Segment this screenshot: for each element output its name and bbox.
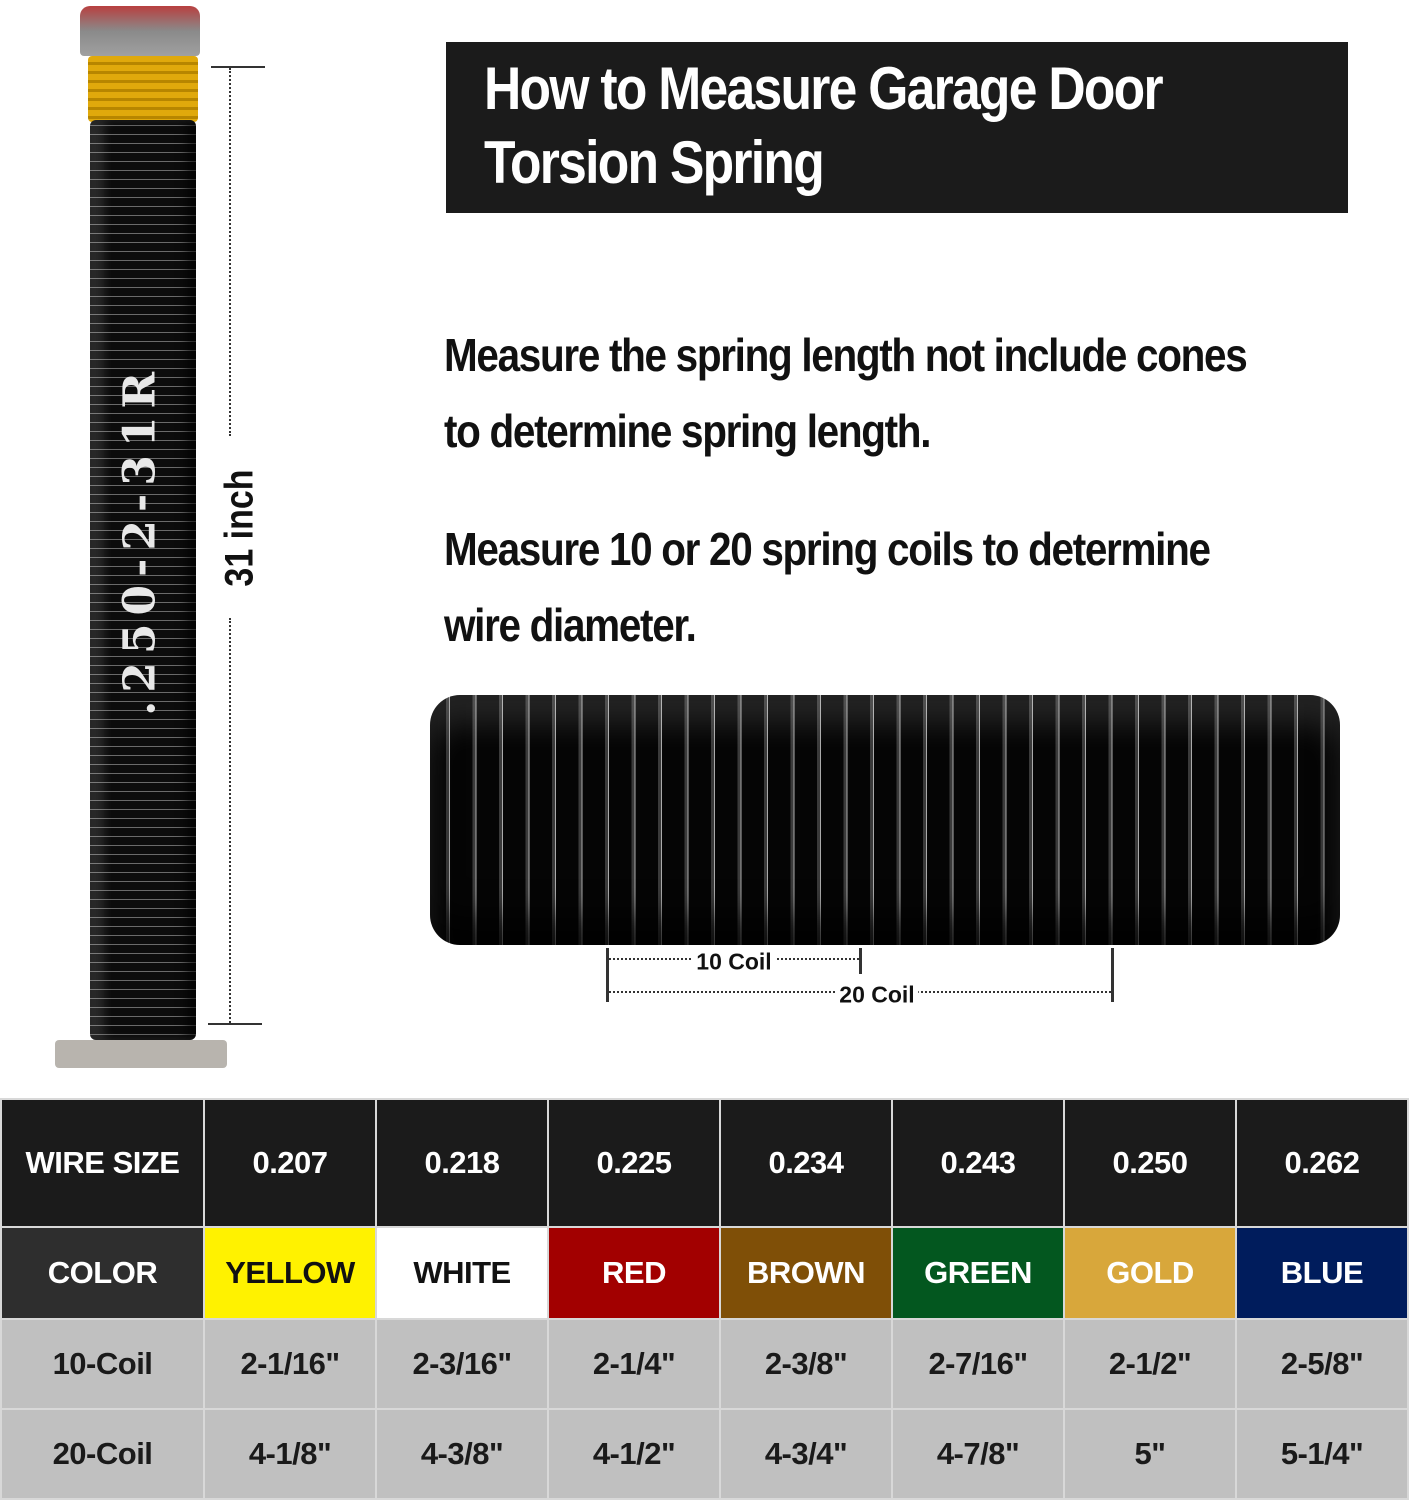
- ten-coil-cell: 2-7/16": [891, 1318, 1065, 1410]
- spring-stamp: .250-2-31R: [114, 363, 166, 717]
- measure-start-bar: [606, 948, 609, 1002]
- length-label: 31 inch: [217, 469, 262, 587]
- wire-size-cell: 0.262: [1235, 1098, 1409, 1228]
- color-cell: WHITE: [375, 1226, 549, 1320]
- wire-size-header: WIRE SIZE: [0, 1098, 205, 1228]
- winding-cone: [80, 6, 200, 56]
- length-dotted-line: [229, 618, 231, 1023]
- instruction-length-1: Measure the spring length not include co…: [444, 329, 1248, 381]
- ten-coil-cell: 2-3/8": [719, 1318, 893, 1410]
- wire-size-cell: 0.225: [547, 1098, 721, 1228]
- title-banner: How to Measure Garage Door Torsion Sprin…: [446, 42, 1348, 213]
- ten-coil-label: 10 Coil: [692, 948, 776, 976]
- twenty-coil-cell: 5": [1063, 1408, 1237, 1500]
- color-cell: GOLD: [1063, 1226, 1237, 1320]
- wire-size-row: WIRE SIZE 0.207 0.218 0.225 0.234 0.243 0.250 0…: [0, 1098, 1409, 1228]
- color-cell: BLUE: [1235, 1226, 1409, 1320]
- ten-coil-row: 10-Coil 2-1/16" 2-3/16" 2-1/4" 2-3/8" 2-7/16"…: [0, 1318, 1409, 1410]
- wire-size-cell: 0.234: [719, 1098, 893, 1228]
- twenty-coil-cell: 4-3/8": [375, 1408, 549, 1500]
- twenty-coil-cell: 4-1/8": [203, 1408, 377, 1500]
- length-dotted-line: [229, 68, 231, 436]
- length-bottom-tick: [208, 1023, 262, 1025]
- color-cell: GREEN: [891, 1226, 1065, 1320]
- instruction-length-2: to determine spring length.: [444, 405, 931, 457]
- wire-size-cell: 0.207: [203, 1098, 377, 1228]
- twenty-coil-cell: 4-1/2": [547, 1408, 721, 1500]
- coil-closeup-image: [430, 695, 1340, 945]
- wire-size-cell: 0.218: [375, 1098, 549, 1228]
- color-cell: YELLOW: [203, 1226, 377, 1320]
- twenty-coil-header: 20-Coil: [0, 1408, 205, 1500]
- torsion-spring-image: [90, 120, 196, 1040]
- ten-coil-cell: 2-1/4": [547, 1318, 721, 1410]
- twenty-coil-cell: 4-3/4": [719, 1408, 893, 1500]
- wire-size-cell: 0.250: [1063, 1098, 1237, 1228]
- color-header: COLOR: [0, 1226, 205, 1320]
- ten-coil-cell: 2-5/8": [1235, 1318, 1409, 1410]
- color-cell: RED: [547, 1226, 721, 1320]
- twenty-coil-row: 20-Coil 4-1/8" 4-3/8" 4-1/2" 4-3/4" 4-7/8" 5" 5…: [0, 1408, 1409, 1500]
- color-cell: BROWN: [719, 1226, 893, 1320]
- ten-coil-end-bar: [859, 948, 862, 974]
- color-row: COLOR YELLOW WHITE RED BROWN GREEN GOLD BLUE: [0, 1226, 1409, 1320]
- ten-coil-cell: 2-3/16": [375, 1318, 549, 1410]
- twenty-coil-end-bar: [1111, 948, 1114, 1002]
- length-top-tick: [211, 66, 265, 68]
- title-line-1: How to Measure Garage Door: [484, 55, 1164, 122]
- twenty-coil-cell: 5-1/4": [1235, 1408, 1409, 1500]
- ten-coil-header: 10-Coil: [0, 1318, 205, 1410]
- instruction-wire-2: wire diameter.: [444, 599, 697, 651]
- twenty-coil-cell: 4-7/8": [891, 1408, 1065, 1500]
- mounting-plate: [55, 1040, 227, 1068]
- ten-coil-cell: 2-1/2": [1063, 1318, 1237, 1410]
- ten-coil-cell: 2-1/16": [203, 1318, 377, 1410]
- yellow-cone: [88, 56, 198, 122]
- instruction-wire-1: Measure 10 or 20 spring coils to determi…: [444, 523, 1211, 575]
- twenty-coil-label: 20 Coil: [835, 981, 919, 1009]
- title-line-2: Torsion Spring: [484, 129, 825, 196]
- wire-size-table: WIRE SIZE 0.207 0.218 0.225 0.234 0.243 0.250 0…: [0, 1098, 1409, 1500]
- wire-size-cell: 0.243: [891, 1098, 1065, 1228]
